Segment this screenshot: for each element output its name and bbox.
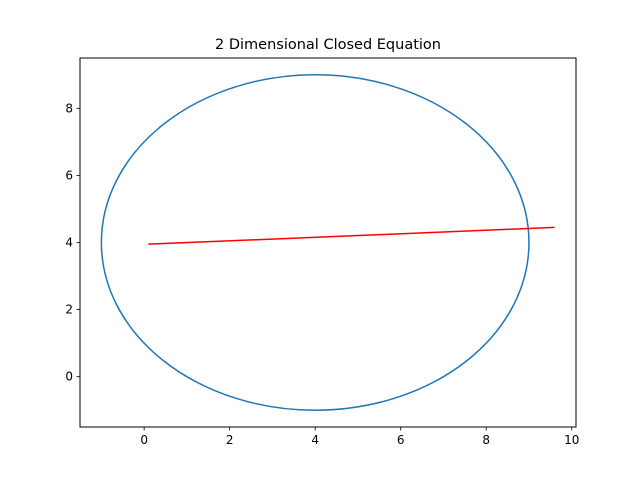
x-tick-label: 10 — [564, 433, 579, 447]
x-axis: 0 2 4 6 8 10 — [140, 427, 579, 447]
y-tick-label: 2 — [65, 303, 73, 317]
x-tick-label: 6 — [397, 433, 405, 447]
series-ellipse-curve — [100, 74, 530, 411]
y-tick-label: 8 — [65, 101, 73, 115]
x-tick-label: 4 — [311, 433, 319, 447]
series-red-segment — [148, 226, 555, 245]
x-tick-label: 0 — [140, 433, 148, 447]
y-tick-label: 4 — [65, 236, 73, 250]
x-tick-label: 2 — [226, 433, 234, 447]
x-tick-label: 8 — [482, 433, 490, 447]
axes-frame — [79, 57, 577, 428]
chart-title: 2 Dimensional Closed Equation — [215, 37, 441, 53]
y-tick-label: 6 — [65, 168, 73, 182]
y-axis: 0 2 4 6 8 — [65, 101, 80, 384]
y-tick-label: 0 — [65, 370, 73, 384]
plot-area — [100, 74, 555, 411]
